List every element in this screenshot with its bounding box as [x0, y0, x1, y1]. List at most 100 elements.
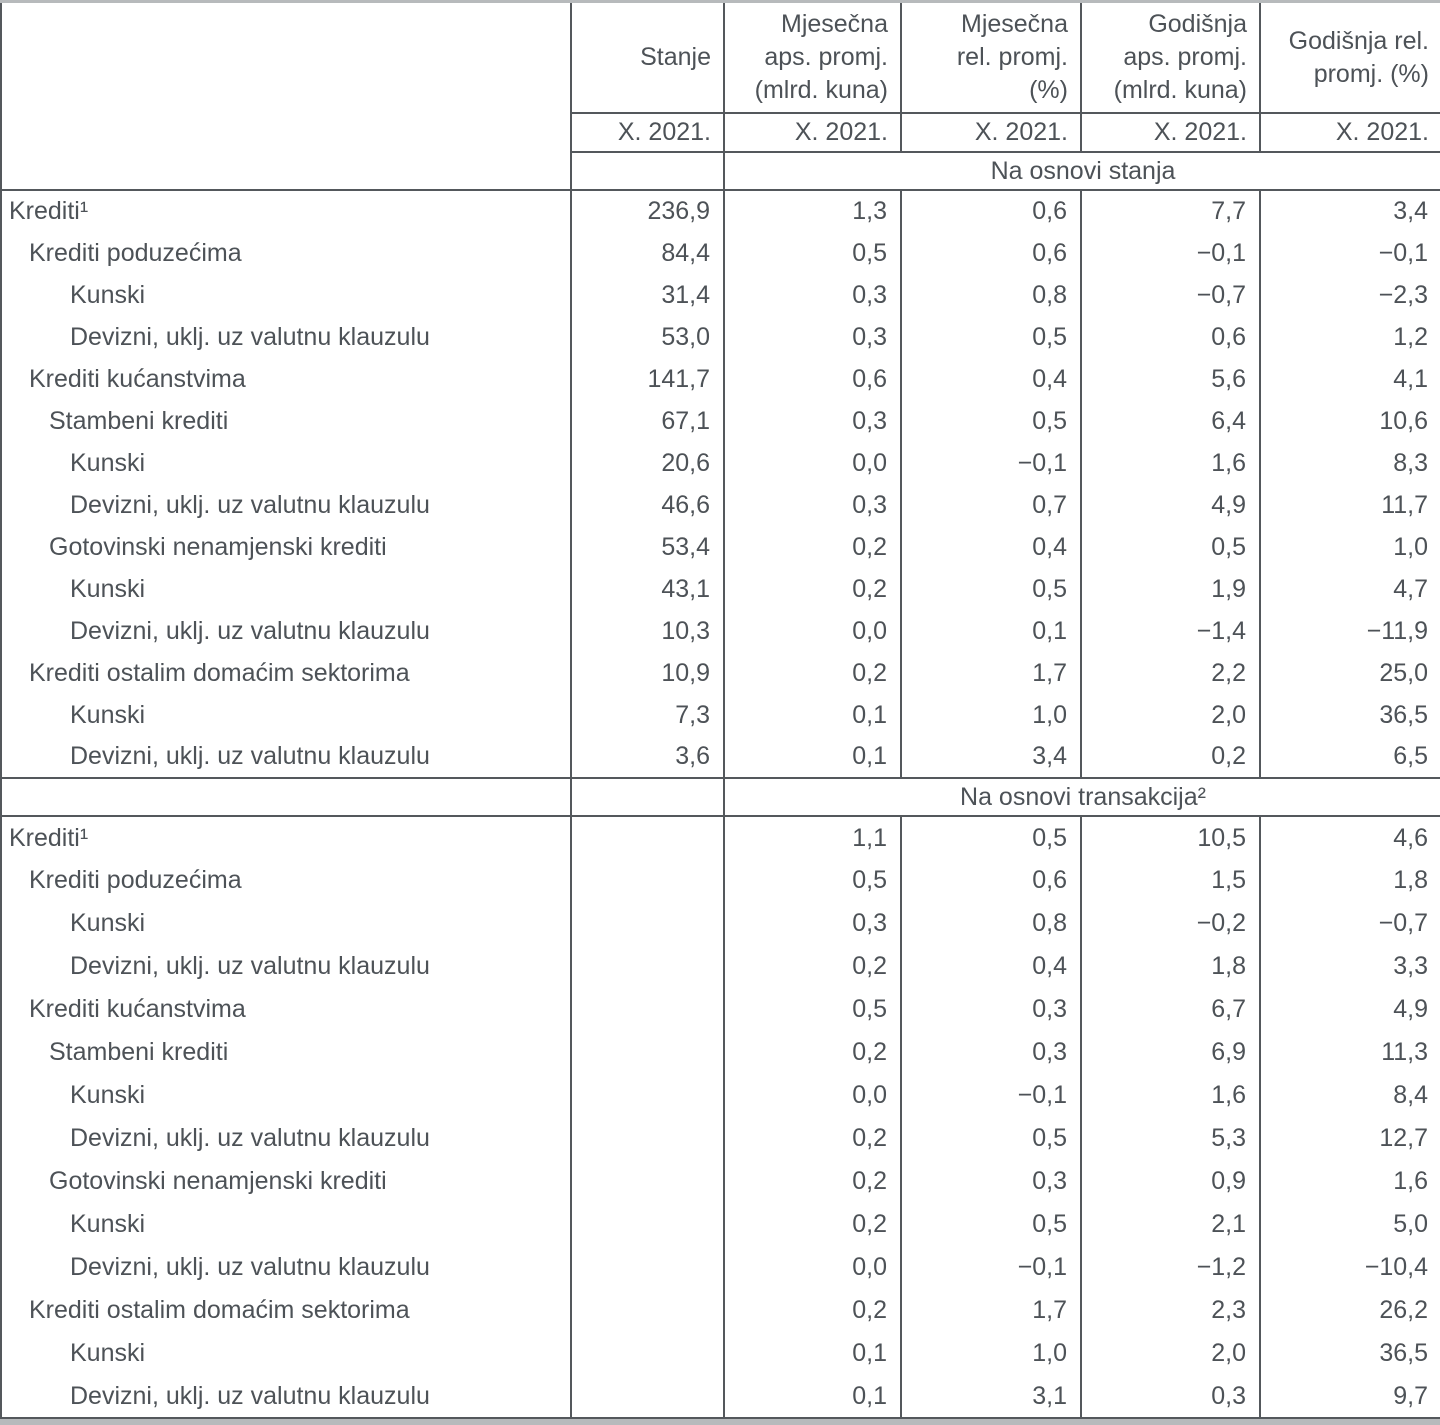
row-label: Krediti¹: [1, 190, 572, 232]
period-cell: X. 2021.: [571, 113, 725, 153]
value-cell: 0,8: [901, 274, 1082, 316]
row-label: Devizni, uklj. uz valutnu klauzulu: [1, 1375, 572, 1419]
value-cell: 0,0: [724, 610, 902, 652]
table-row: Kunski 0,2 0,5 2,1 5,0: [1, 1203, 1440, 1246]
value-cell: 53,4: [571, 526, 725, 568]
row-label: Kunski: [1, 274, 572, 316]
value-cell: 36,5: [1379, 700, 1428, 729]
value-cell: [571, 1031, 725, 1074]
row-label: Krediti¹: [1, 816, 572, 859]
value-cell: 10,6: [1379, 406, 1428, 435]
value-cell: 20,6: [571, 442, 725, 484]
period-row: X. 2021. X. 2021. X. 2021. X. 2021. X. 2…: [1, 113, 1440, 153]
value-cell: 8,4: [1393, 1081, 1428, 1109]
value-cell: 0,5: [901, 316, 1082, 358]
row-label-header-cell: [1, 3, 572, 191]
value-cell: 0,3: [901, 988, 1082, 1031]
credit-statistics-table: Stanje Mjesečna aps. promj. (mlrd. kuna)…: [0, 3, 1440, 1419]
table-row: Krediti poduzećima 84,4 0,5 0,6 −0,1 −0,1: [1, 232, 1440, 274]
value-cell: 2,0: [1081, 1332, 1261, 1375]
value-cell: 3,4: [1393, 197, 1428, 225]
period-cell: X. 2021.: [1081, 113, 1261, 153]
value-cell: 0,2: [724, 1031, 902, 1074]
value-cell: 46,6: [571, 484, 725, 526]
value-cell: 0,6: [901, 859, 1082, 902]
value-cell: 0,2: [724, 945, 902, 988]
value-cell: −0,1: [1081, 232, 1261, 274]
value-cell: [571, 945, 725, 988]
value-cell: −10,4: [1364, 1253, 1428, 1281]
row-label: Devizni, uklj. uz valutnu klauzulu: [1, 484, 572, 526]
value-cell: 1,0: [901, 1332, 1082, 1375]
empty-cell: [571, 778, 725, 817]
value-cell: [571, 1160, 725, 1203]
empty-cell: [571, 152, 725, 191]
value-cell: 5,6: [1081, 358, 1261, 400]
top-edge-strip: [0, 0, 1440, 3]
value-cell: [571, 1203, 725, 1246]
value-cell: 4,1: [1393, 364, 1428, 393]
table-row: Stambeni krediti 0,2 0,3 6,9 11,3: [1, 1031, 1440, 1074]
col-header-stanje: Stanje: [571, 3, 725, 114]
value-cell: 0,5: [901, 568, 1082, 610]
row-label: Kunski: [1, 1203, 572, 1246]
value-cell: −1,4: [1081, 610, 1261, 652]
table-row: Kunski 20,6 0,0 −0,1 1,6 8,3: [1, 442, 1440, 484]
value-cell: 0,1: [724, 694, 902, 736]
value-cell: [571, 1375, 725, 1419]
value-cell: 0,1: [901, 610, 1082, 652]
value-cell: [571, 1246, 725, 1289]
row-label: Kunski: [1, 442, 572, 484]
value-cell: 0,3: [724, 316, 902, 358]
value-cell: 0,2: [724, 568, 902, 610]
row-label: Krediti poduzećima: [1, 859, 572, 902]
value-cell: 0,1: [724, 736, 902, 779]
value-cell: 4,6: [1393, 823, 1428, 852]
row-label: Krediti kućanstvima: [1, 988, 572, 1031]
value-cell: 1,7: [901, 1289, 1082, 1332]
value-cell: −2,3: [1378, 280, 1428, 309]
table-row: Devizni, uklj. uz valutnu klauzulu 0,1 3,1…: [1, 1375, 1440, 1419]
value-cell: 0,0: [724, 442, 902, 484]
table-row: Krediti ostalim domaćim sektorima 10,9 0,2…: [1, 652, 1440, 694]
value-cell: −1,2: [1081, 1246, 1261, 1289]
value-cell: 0,4: [901, 526, 1082, 568]
row-label: Krediti poduzećima: [1, 232, 572, 274]
table-row: Krediti¹ 1,1 0,5 10,5 4,6: [1, 816, 1440, 859]
value-cell: 84,4: [571, 232, 725, 274]
table-body: Krediti¹ 236,9 1,3 0,6 7,7 3,4 Krediti poduzeć…: [1, 190, 1440, 1419]
value-cell: −0,1: [901, 442, 1082, 484]
value-cell: 11,7: [1381, 490, 1428, 519]
value-cell: 3,1: [901, 1375, 1082, 1419]
table-row: Krediti ostalim domaćim sektorima 0,2 1,7 2…: [1, 1289, 1440, 1332]
table-row: Devizni, uklj. uz valutnu klauzulu 0,0 −0,…: [1, 1246, 1440, 1289]
col-header-monthly-rel: Mjesečna rel. promj. (%): [901, 3, 1082, 114]
value-cell: 0,5: [724, 988, 902, 1031]
value-cell: 1,0: [1393, 532, 1428, 561]
row-label: Devizni, uklj. uz valutnu klauzulu: [1, 1246, 572, 1289]
value-cell: 0,9: [1081, 1160, 1261, 1203]
period-cell: X. 2021.: [901, 113, 1082, 153]
table-row: Krediti kućanstvima 0,5 0,3 6,7 4,9: [1, 988, 1440, 1031]
value-cell: 2,0: [1081, 694, 1261, 736]
value-cell: [571, 902, 725, 945]
value-cell: 0,2: [724, 1117, 902, 1160]
value-cell: 10,5: [1081, 816, 1261, 859]
value-cell: 0,2: [724, 1203, 902, 1246]
value-cell: 8,3: [1393, 448, 1428, 477]
row-label: Kunski: [1, 694, 572, 736]
value-cell: 0,0: [724, 1246, 902, 1289]
table-row: Kunski 31,4 0,3 0,8 −0,7 −2,3: [1, 274, 1440, 316]
value-cell: 4,7: [1393, 574, 1428, 603]
value-cell: 0,0: [724, 1074, 902, 1117]
value-cell: 1,3: [724, 190, 902, 232]
period-cell: X. 2021.: [1260, 113, 1440, 153]
value-cell: 3,3: [1393, 952, 1428, 980]
value-cell: 53,0: [571, 316, 725, 358]
value-cell: 11,3: [1381, 1038, 1428, 1066]
value-cell: 0,6: [901, 232, 1082, 274]
value-cell: [571, 1074, 725, 1117]
period-cell: X. 2021.: [724, 113, 902, 153]
value-cell: 0,3: [901, 1031, 1082, 1074]
table-row: Devizni, uklj. uz valutnu klauzulu 3,6 0,1…: [1, 736, 1440, 779]
